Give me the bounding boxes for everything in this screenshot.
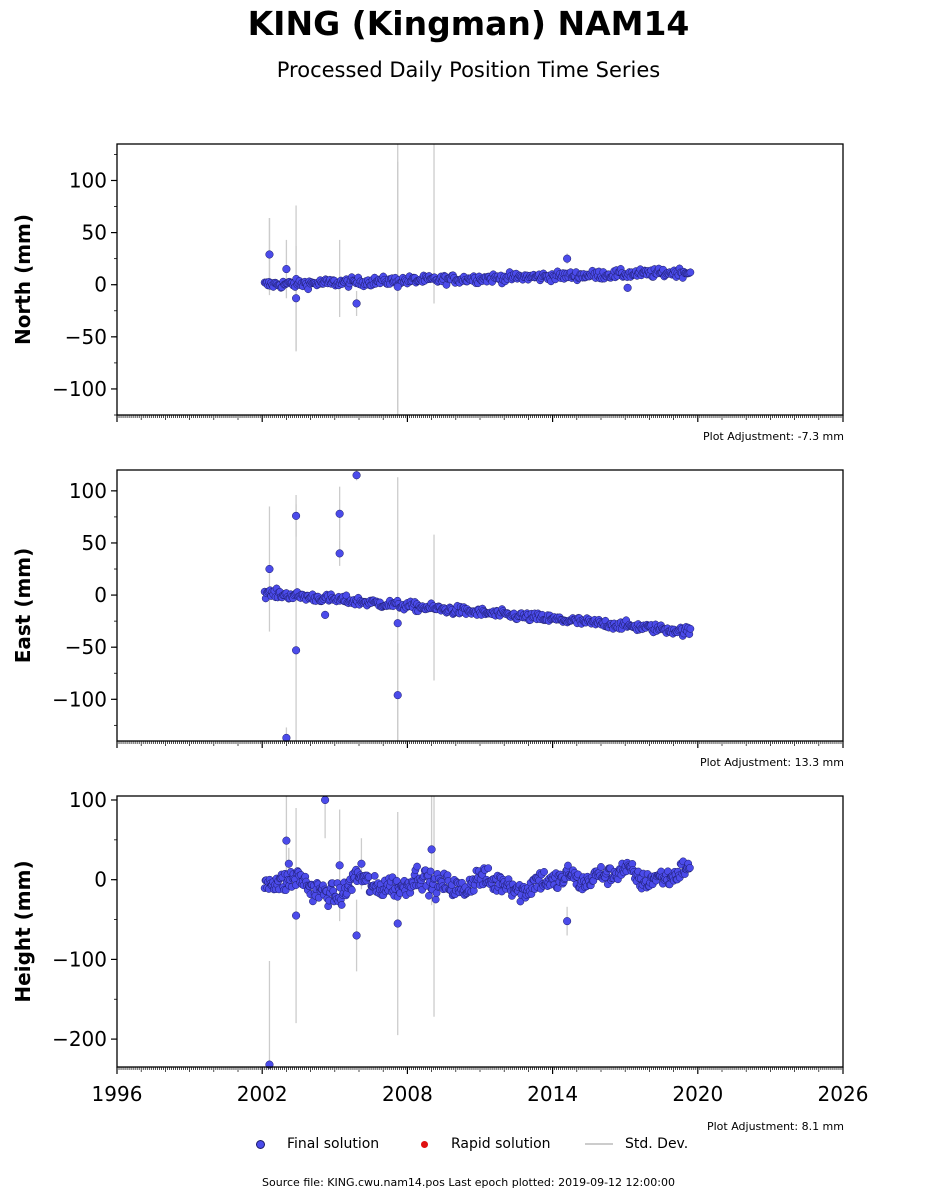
y-tick-label: −200 <box>52 1027 107 1051</box>
legend: Final solution Rapid solution Std. Dev. <box>0 1136 937 1158</box>
final-solution-point <box>425 891 433 900</box>
y-tick-label: 50 <box>82 221 107 245</box>
final-solution-point <box>686 268 695 277</box>
plot-area <box>260 796 694 1067</box>
final-solution-marker-icon <box>256 1139 265 1149</box>
y-tick-label: 0 <box>94 583 107 607</box>
final-solution-point <box>321 610 330 619</box>
y-axis-label: Height (mm) <box>11 860 35 1002</box>
y-tick-label: 50 <box>82 531 107 555</box>
east-plot-adjustment: Plot Adjustment: 13.3 mm <box>699 756 844 769</box>
final-solution-point <box>393 282 402 291</box>
legend-final-label: Final solution <box>287 1136 380 1152</box>
final-solution-point <box>686 863 694 872</box>
final-solution-point <box>564 861 572 870</box>
final-solution-point <box>352 471 361 480</box>
legend-rapid: Rapid solution <box>421 1136 551 1152</box>
x-tick-label: 2008 <box>382 1082 433 1106</box>
final-solution-point <box>292 294 301 303</box>
final-solution-point <box>393 619 402 628</box>
std-dev-line-icon <box>585 1143 613 1145</box>
final-solution-point <box>282 836 291 845</box>
final-solution-point <box>321 795 330 805</box>
final-solution-point <box>265 250 274 259</box>
chart-title: KING (Kingman) NAM14 <box>247 4 690 43</box>
y-tick-label: 100 <box>69 479 107 503</box>
rapid-solution-marker-icon <box>421 1140 428 1148</box>
legend-stddev-label: Std. Dev. <box>625 1136 689 1152</box>
x-tick-label: 2002 <box>237 1082 288 1106</box>
final-solution-point <box>431 895 440 904</box>
source-footer: Source file: KING.cwu.nam14.pos Last epo… <box>262 1176 675 1189</box>
y-tick-label: −100 <box>52 377 107 401</box>
chart-subtitle: Processed Daily Position Time Series <box>276 58 661 82</box>
final-solution-point <box>413 862 421 871</box>
panel-2: −200 −100 0 100 Height (mm) 1996 2002 2008 2014 2… <box>11 788 868 1106</box>
final-solution-point <box>282 265 291 274</box>
final-solution-point <box>292 911 301 920</box>
final-solution-point <box>393 919 402 928</box>
x-tick-label: 1996 <box>92 1082 143 1106</box>
panel-0: −100 −50 0 50 100 North (mm) <box>11 143 844 422</box>
final-solution-point <box>563 254 572 263</box>
x-tick-label: 2014 <box>527 1082 578 1106</box>
final-solution-point <box>427 845 436 854</box>
north-plot-adjustment: Plot Adjustment: -7.3 mm <box>703 430 844 443</box>
final-solution-point <box>348 886 356 894</box>
final-solution-point <box>335 509 344 518</box>
legend-final: Final solution <box>256 1136 379 1152</box>
final-solution-point <box>484 864 493 873</box>
final-solution-point <box>335 549 344 558</box>
final-solution-point <box>540 868 548 876</box>
final-solution-point <box>292 646 301 655</box>
final-solution-point <box>393 691 402 700</box>
y-tick-label: 0 <box>94 868 107 892</box>
y-tick-label: 100 <box>69 168 107 192</box>
final-solution-point <box>352 931 361 940</box>
final-solution-point <box>284 859 293 868</box>
x-tick-label: 2026 <box>818 1082 869 1106</box>
y-tick-label: −50 <box>65 635 107 659</box>
final-solution-point <box>352 299 361 308</box>
y-tick-label: 0 <box>94 273 107 297</box>
final-solution-point <box>426 867 435 876</box>
final-solution-point <box>432 889 441 897</box>
y-axis-label: East (mm) <box>11 548 35 664</box>
y-axis-label: North (mm) <box>11 214 35 345</box>
final-solution-point <box>265 564 274 574</box>
legend-rapid-label: Rapid solution <box>451 1136 551 1152</box>
y-tick-label: −100 <box>52 687 107 711</box>
final-solution-point <box>686 624 695 633</box>
final-solution-point <box>597 863 605 871</box>
final-solution-point <box>370 872 379 880</box>
final-solution-point <box>337 901 346 909</box>
y-tick-label: 100 <box>69 788 107 812</box>
y-tick-label: −50 <box>65 325 107 349</box>
legend-stddev: Std. Dev. <box>585 1136 688 1152</box>
y-tick-label: −100 <box>52 947 107 971</box>
panel-1: −100 −50 0 50 100 East (mm) <box>11 469 844 748</box>
final-solution-point <box>563 917 572 926</box>
final-solution-point <box>292 511 301 520</box>
height-plot-adjustment: Plot Adjustment: 8.1 mm <box>706 1120 844 1133</box>
x-tick-label: 2020 <box>672 1082 723 1106</box>
final-solution-point <box>335 861 344 870</box>
final-solution-point <box>623 283 632 292</box>
final-solution-point <box>357 859 366 868</box>
plot-area <box>260 470 695 741</box>
plot-frame <box>116 795 844 1068</box>
plot-area <box>260 144 695 415</box>
plot-frame <box>116 469 844 742</box>
